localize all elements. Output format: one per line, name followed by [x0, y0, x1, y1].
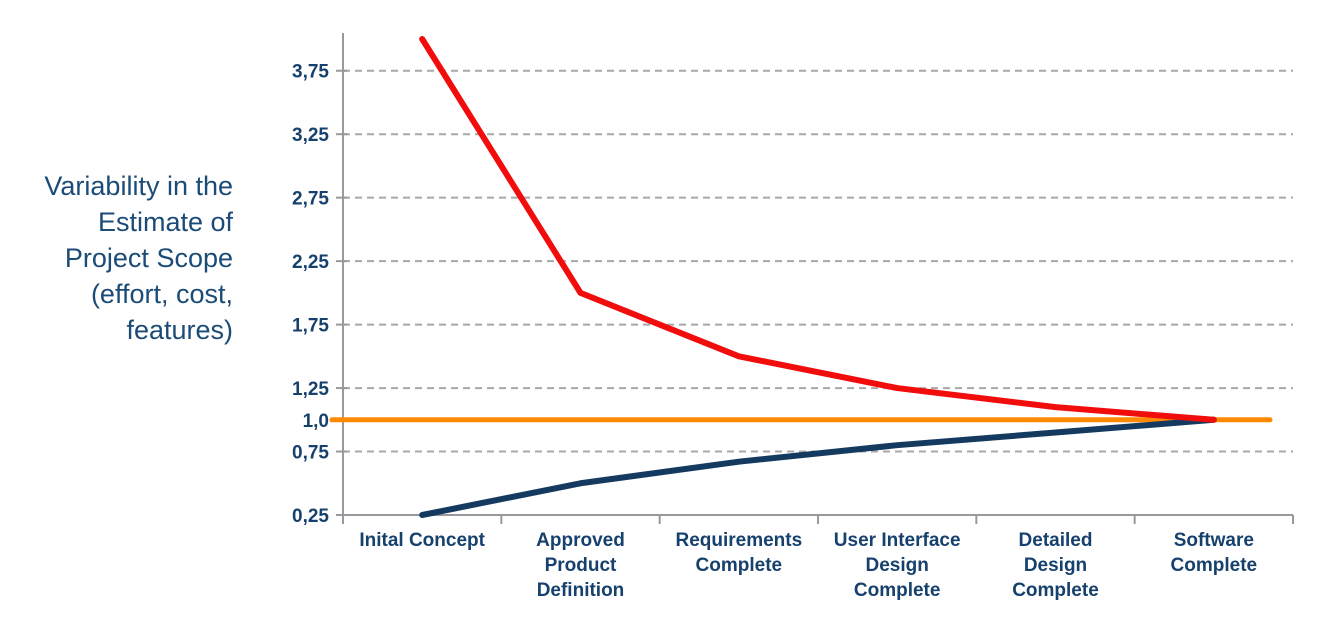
annotation-line: Project Scope [64, 243, 233, 273]
y-tick-label: 2,75 [292, 189, 329, 210]
y-tick-label: 3,75 [292, 62, 329, 83]
annotation-line: Variability in the [44, 171, 233, 201]
y-axis-annotation: Variability in the Estimate of Project Sco… [0, 168, 233, 348]
x-category-label: User Interface Design Complete [834, 530, 961, 601]
upper-estimate-line [419, 36, 1217, 423]
x-category-label: Software Complete [1171, 530, 1258, 576]
y-tick-label: 1,25 [292, 379, 329, 400]
x-category-label: Inital Concept [359, 530, 485, 551]
y-tick-label: 1,0 [303, 411, 329, 432]
y-tick-label: 2,25 [292, 252, 329, 273]
y-tick-label: 3,25 [292, 125, 329, 146]
lower-estimate-line [419, 416, 1217, 518]
annotation-line: (effort, cost, [90, 279, 233, 309]
x-category-label: Approved Product Definition [536, 530, 625, 601]
annotation-line: Estimate of [97, 207, 233, 237]
x-category-label: Detailed Design Complete [1012, 530, 1099, 601]
y-tick-label: 1,75 [292, 316, 329, 337]
y-tick-label: 0,75 [292, 443, 329, 464]
y-tick-label: 0,25 [292, 506, 329, 527]
annotation-line: features) [126, 315, 233, 345]
x-category-label: Requirements Complete [675, 530, 802, 576]
